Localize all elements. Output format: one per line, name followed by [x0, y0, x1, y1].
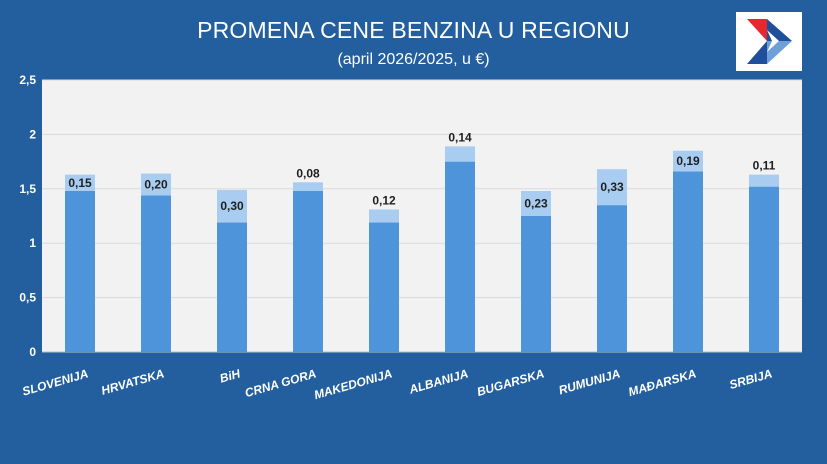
y-tick-label: 2,5	[19, 73, 36, 87]
x-tick-label: CRNA GORA	[243, 366, 318, 400]
y-tick-label: 0,5	[19, 291, 36, 305]
data-label: 0,12	[372, 193, 396, 207]
bar-base	[673, 171, 703, 352]
data-label: 0,33	[600, 180, 624, 194]
data-label: 0,11	[753, 159, 776, 173]
bar-base	[65, 190, 95, 352]
bar-increase	[217, 189, 247, 223]
data-label: 0,23	[524, 196, 548, 210]
y-tick-label: 0	[29, 345, 36, 359]
x-tick-label: BUGARSKA	[475, 366, 546, 399]
bar-base	[141, 195, 171, 352]
y-tick-label: 2	[29, 127, 36, 141]
data-label: 0,08	[296, 166, 320, 180]
x-tick-label: ALBANIJA	[407, 366, 470, 396]
bar-increase	[749, 174, 779, 187]
bar-base	[217, 222, 247, 352]
bar-base	[521, 216, 551, 352]
x-tick-label: SRBIJA	[728, 366, 774, 392]
bar-increase	[65, 174, 95, 191]
bar-base	[369, 222, 399, 352]
x-tick-label: BiH	[218, 366, 242, 385]
bar-increase	[597, 169, 627, 206]
x-tick-label: MAĐARSKA	[627, 366, 698, 399]
bar-increase	[293, 182, 323, 191]
flag-arrow-logo-icon	[736, 12, 802, 71]
bar-increase	[141, 173, 171, 196]
bar-base	[445, 161, 475, 352]
chart-subtitle: (april 2026/2025, u €)	[337, 51, 490, 68]
y-tick-label: 1,5	[19, 182, 36, 196]
data-label: 0,15	[68, 176, 92, 190]
x-tick-label: RUMUNIJA	[557, 366, 622, 397]
chart-title: PROMENA CENE BENZINA U REGIONU	[197, 17, 630, 43]
bar-base	[749, 186, 779, 352]
bar-increase	[369, 209, 399, 223]
bar-increase	[521, 190, 551, 216]
x-tick-label: SLOVENIJA	[21, 366, 90, 398]
bar-increase	[673, 150, 703, 172]
data-label: 0,19	[676, 154, 700, 168]
bar-base	[597, 205, 627, 352]
y-tick-label: 1	[29, 236, 36, 250]
x-tick-label: HRVATSKA	[100, 366, 166, 397]
bar-base	[293, 190, 323, 352]
data-label: 0,14	[448, 130, 472, 144]
data-label: 0,20	[144, 177, 168, 191]
x-tick-label: MAKEDONIJA	[312, 366, 393, 402]
bar-increase	[445, 146, 475, 162]
data-label: 0,30	[220, 199, 244, 213]
